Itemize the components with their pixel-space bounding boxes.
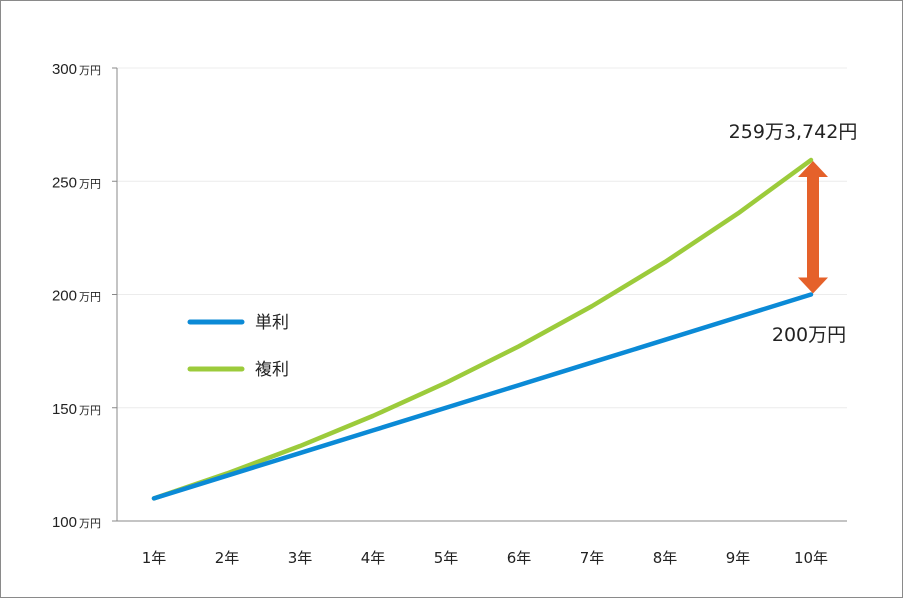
difference-arrow bbox=[798, 161, 828, 294]
series-lines bbox=[151, 157, 814, 501]
y-axis-ticks: 100 万円 150 万円 200 万円 250 万円 300 万円 bbox=[52, 61, 117, 531]
simple-end-label: 200万円 bbox=[772, 324, 846, 346]
x-tick-label-5: 5年 bbox=[434, 549, 459, 567]
arrow-shaft bbox=[807, 176, 819, 279]
x-tick-label-8: 8年 bbox=[653, 549, 678, 567]
compound-end-label: 259万3,742円 bbox=[729, 121, 858, 143]
y-tick-label-100: 100 万円 bbox=[52, 514, 101, 531]
y-tick-label-300: 300 万円 bbox=[52, 61, 101, 78]
y-tick-label-250: 250 万円 bbox=[52, 174, 101, 191]
x-tick-label-2: 2年 bbox=[215, 549, 240, 567]
arrow-head-down bbox=[798, 277, 828, 294]
legend-label-simple: 単利 bbox=[255, 313, 289, 333]
x-axis-ticks: 1年 2年 3年 4年 5年 6年 7年 8年 9年 10年 bbox=[142, 549, 828, 567]
x-tick-label-9: 9年 bbox=[726, 549, 751, 567]
annotations: 259万3,742円 200万円 bbox=[729, 121, 858, 346]
legend: 単利 複利 bbox=[187, 313, 289, 380]
y-tick-label-150: 150 万円 bbox=[52, 401, 101, 418]
series-line-simple bbox=[151, 292, 814, 501]
arrow-head-up bbox=[798, 161, 828, 178]
x-tick-label-6: 6年 bbox=[507, 549, 532, 567]
x-tick-label-1: 1年 bbox=[142, 549, 167, 567]
legend-label-compound: 複利 bbox=[255, 360, 289, 380]
grid-lines bbox=[117, 67, 847, 409]
x-tick-label-3: 3年 bbox=[288, 549, 313, 567]
x-tick-label-10: 10年 bbox=[794, 549, 828, 567]
x-tick-label-7: 7年 bbox=[580, 549, 605, 567]
y-tick-label-200: 200 万円 bbox=[52, 288, 101, 305]
x-tick-label-4: 4年 bbox=[361, 549, 386, 567]
series-line-compound bbox=[151, 157, 814, 501]
